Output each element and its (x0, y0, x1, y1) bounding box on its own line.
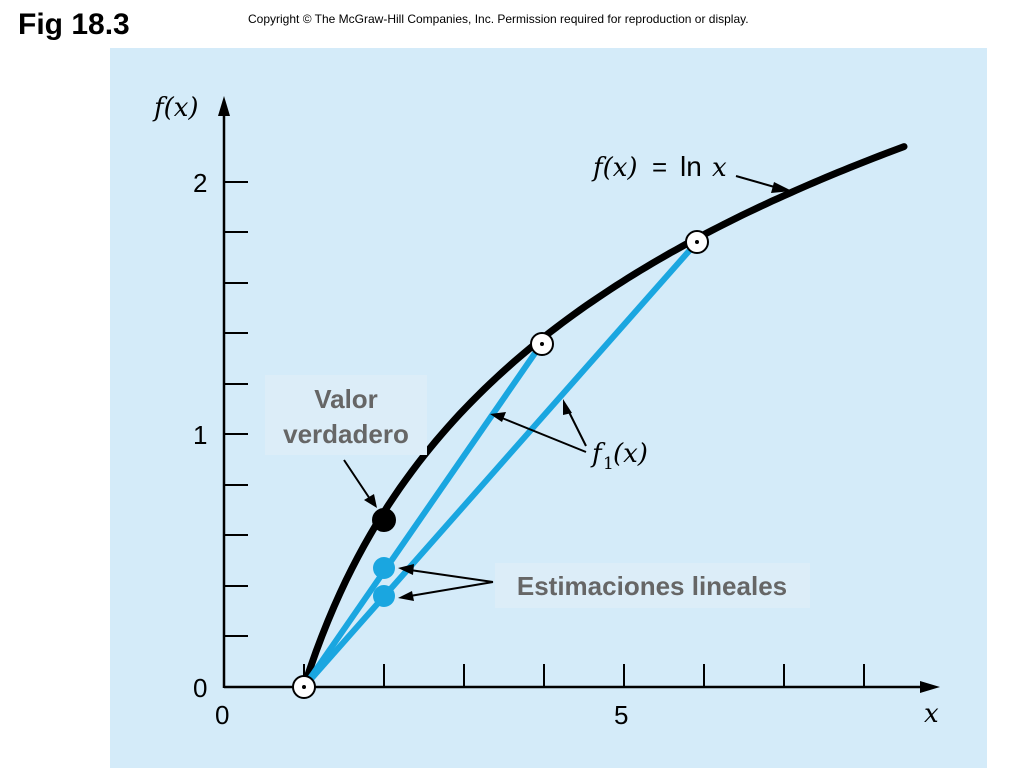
figure-label: Fig 18.3 (18, 8, 130, 41)
linear-label-arrowhead-1 (490, 412, 506, 422)
estimates-arrowhead-upper (398, 564, 414, 575)
y-tick-label-1: 1 (193, 420, 207, 450)
svg-text:(x): (x) (613, 439, 648, 469)
linear-line-upper (301, 341, 545, 689)
x-tick-label-5: 5 (614, 700, 628, 730)
curve-label-arrowhead (771, 182, 792, 193)
svg-text:ln: ln (680, 151, 702, 182)
estimates-arrow-lower (409, 581, 494, 597)
linear-label-arrowhead-2 (563, 399, 572, 415)
y-axis-arrow (218, 96, 230, 116)
linear-label-arrow-1 (501, 417, 587, 453)
svg-text:f(x): f(x) (591, 153, 638, 183)
estimate-point-lower (373, 585, 395, 607)
svg-text:x: x (712, 153, 727, 183)
linear-label: f 1 (x) (590, 439, 648, 474)
estimates-arrow-upper (409, 569, 494, 583)
true-value-label-line2: verdadero (283, 419, 409, 449)
svg-text:=: = (652, 152, 667, 182)
ln-curve (300, 143, 908, 691)
svg-text:1: 1 (603, 454, 614, 474)
true-value-box (265, 375, 427, 455)
data-point-x6 (685, 230, 709, 254)
estimates-box (495, 563, 810, 608)
true-value-label-line1: Valor (314, 384, 378, 414)
y-axis-label: f(x) (152, 93, 199, 123)
true-value-arrow (343, 459, 371, 500)
estimate-point-upper (373, 557, 395, 579)
x-ticks (303, 664, 865, 687)
data-point-x1 (292, 675, 316, 699)
x-axis-label: x (924, 699, 939, 729)
true-value-arrowhead (364, 494, 377, 508)
linear-line-lower (301, 240, 700, 689)
true-value-point (372, 508, 396, 532)
curve-label-arrow (735, 175, 779, 189)
y-tick-label-0: 0 (193, 673, 207, 703)
curve-label: f(x) = ln x (591, 151, 727, 183)
estimates-arrowhead-lower (398, 591, 414, 601)
copyright-notice: Copyright © The McGraw-Hill Companies, I… (248, 12, 749, 26)
y-tick-label-2: 2 (193, 168, 207, 198)
x-tick-label-0: 0 (215, 700, 229, 730)
linear-label-arrow-2 (567, 409, 587, 447)
y-ticks (224, 181, 248, 637)
x-axis-arrow (920, 681, 940, 693)
data-point-x4 (530, 332, 554, 356)
estimates-label: Estimaciones lineales (517, 571, 787, 601)
